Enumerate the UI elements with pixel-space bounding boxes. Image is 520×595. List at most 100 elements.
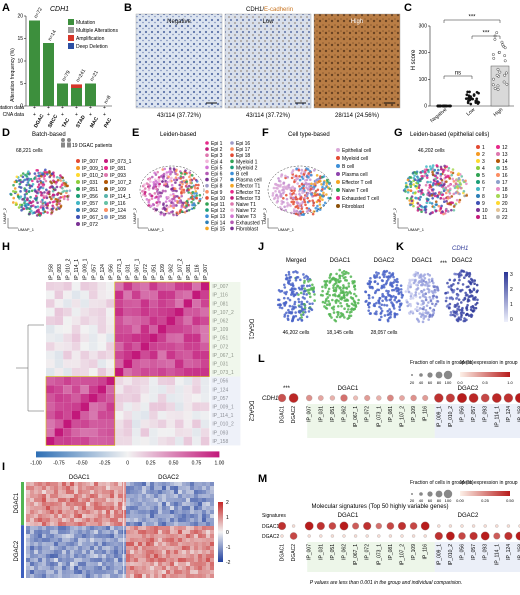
panel-f-point xyxy=(295,193,298,196)
panel-h-cell xyxy=(89,411,98,420)
panel-j-point xyxy=(291,320,294,323)
panel-e-point xyxy=(186,185,189,188)
panel-i-cell xyxy=(174,530,178,534)
panel-h-cell xyxy=(63,291,72,300)
panel-i-cell xyxy=(182,534,186,538)
panel-i-cell xyxy=(150,546,154,550)
panel-i-cell xyxy=(70,502,74,506)
panel-i-cell xyxy=(46,498,50,502)
panel-i-cell xyxy=(98,542,102,546)
panel-m-col-label: IP_067_1 xyxy=(353,544,359,566)
panel-i-cell xyxy=(210,486,214,490)
panel-i-cell xyxy=(202,490,206,494)
panel-i-cell xyxy=(38,562,42,566)
panel-i-cell xyxy=(70,566,74,570)
panel-d-point xyxy=(35,199,38,202)
panel-h-col-label: IP_010_2 xyxy=(66,258,72,280)
panel-i-cell xyxy=(142,566,146,570)
panel-i-cell xyxy=(158,570,162,574)
panel-i-cell xyxy=(34,482,38,486)
panel-i-cell xyxy=(170,566,174,570)
panel-b-title: CDH1/E-cadherin xyxy=(246,7,293,13)
panel-i-cell xyxy=(210,542,214,546)
panel-j-point xyxy=(349,311,352,314)
panel-i-cell xyxy=(42,526,46,530)
panel-i-cell xyxy=(182,566,186,570)
panel-j-point xyxy=(342,314,345,317)
panel-h-colorbar xyxy=(36,451,219,457)
panel-j-point xyxy=(287,315,290,318)
panel-j-point xyxy=(339,297,342,300)
panel-i-cell xyxy=(170,498,174,502)
panel-k-point xyxy=(421,290,424,293)
panel-h-cell xyxy=(72,282,81,291)
panel-l-col-label: IP_109 xyxy=(411,406,417,422)
panel-i-cell xyxy=(158,522,162,526)
panel-h-cell xyxy=(123,385,132,394)
panel-i-cell xyxy=(158,514,162,518)
panel-i-cell xyxy=(30,522,34,526)
panel-d-point xyxy=(54,188,57,191)
panel-i-cell xyxy=(210,534,214,538)
panel-h-cell xyxy=(80,411,89,420)
panel-e-legend-label: Epi 5 xyxy=(211,165,223,171)
panel-i-cell xyxy=(50,530,54,534)
panel-g-point xyxy=(413,174,416,177)
panel-h-cell xyxy=(158,334,167,343)
panel-k-point xyxy=(470,278,473,281)
panel-l-size-dot xyxy=(427,372,432,377)
panel-i-cell xyxy=(98,490,102,494)
panel-i-cell xyxy=(42,570,46,574)
panel-i-cell xyxy=(154,558,158,562)
panel-i-cell xyxy=(34,566,38,570)
panel-i-cell xyxy=(26,534,30,538)
panel-i-cell xyxy=(66,498,70,502)
panel-h-cell xyxy=(158,420,167,429)
panel-i-cell xyxy=(94,570,98,574)
panel-m-dot xyxy=(435,532,443,540)
panel-h-cell xyxy=(123,368,132,377)
panel-f-point xyxy=(316,205,319,208)
panel-i-cell xyxy=(54,546,58,550)
panel-e-point xyxy=(185,180,188,183)
panel-h-cell xyxy=(55,385,64,394)
panel-b-image-label: Negative xyxy=(167,19,191,25)
panel-k-point xyxy=(422,293,425,296)
panel-e-legend-dot xyxy=(230,196,234,200)
panel-m-col-label: IP_007 xyxy=(307,544,313,560)
panel-h-cell xyxy=(80,394,89,403)
panel-i-cell xyxy=(34,490,38,494)
panel-i-cell xyxy=(138,534,142,538)
panel-i-cell xyxy=(30,562,34,566)
panel-c-point xyxy=(492,84,494,86)
panel-e-point xyxy=(193,186,196,189)
panel-j-point xyxy=(293,303,296,306)
panel-i-cell xyxy=(158,494,162,498)
panel-h-cell xyxy=(89,334,98,343)
panel-i-cell xyxy=(206,550,210,554)
panel-i-cell xyxy=(154,546,158,550)
panel-c-point xyxy=(473,94,475,96)
panel-i-cell xyxy=(30,546,34,550)
panel-i-cell xyxy=(46,538,50,542)
panel-i-cell xyxy=(206,562,210,566)
panel-k-point xyxy=(470,295,473,298)
panel-m-dot xyxy=(387,522,394,529)
panel-e-point xyxy=(154,192,157,195)
panel-m-dot xyxy=(331,535,334,538)
panel-m-dot xyxy=(290,532,297,539)
panel-d-point xyxy=(51,207,54,210)
panel-h-cell xyxy=(158,351,167,360)
panel-i-cell xyxy=(158,482,162,486)
panel-e-point xyxy=(185,202,188,205)
panel-g-point xyxy=(455,179,458,182)
panel-g-point xyxy=(443,190,446,193)
panel-k-point xyxy=(473,282,476,285)
panel-e-point xyxy=(170,177,173,180)
panel-g-point xyxy=(456,186,459,189)
panel-g-point xyxy=(418,198,421,201)
panel-j-point xyxy=(347,282,350,285)
panel-h-cell xyxy=(89,377,98,386)
panel-i-scale-label: 2 xyxy=(226,500,229,506)
panel-i-cell xyxy=(154,518,158,522)
